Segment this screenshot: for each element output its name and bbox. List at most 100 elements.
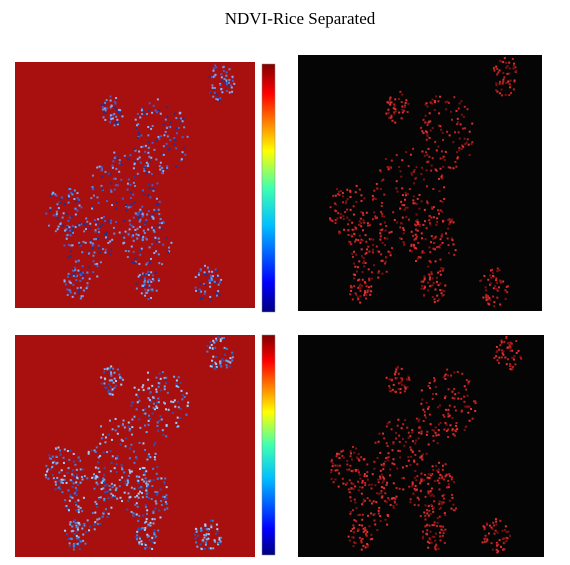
speckle (135, 457, 138, 460)
speckle (138, 541, 141, 544)
speckle (401, 105, 404, 108)
speckle (428, 112, 431, 115)
speckle (409, 435, 412, 438)
speckle (75, 509, 78, 512)
speckle (387, 459, 390, 462)
speckle (422, 419, 425, 422)
speckle (350, 243, 353, 246)
speckle (433, 377, 436, 380)
speckle (68, 280, 71, 283)
speckle (110, 390, 113, 393)
speckle (441, 241, 444, 244)
speckle (463, 400, 466, 403)
speckle (128, 457, 131, 460)
speckle (437, 547, 440, 550)
speckle (413, 169, 416, 172)
speckle (153, 408, 156, 411)
speckle (387, 514, 390, 517)
speckle (233, 82, 236, 85)
speckle (214, 361, 217, 364)
speckle (134, 496, 137, 499)
speckle (384, 260, 387, 263)
speckle (127, 250, 130, 253)
speckle (439, 243, 442, 246)
speckle (420, 480, 423, 483)
speckle (399, 377, 402, 380)
speckle (386, 481, 389, 484)
speckle (486, 538, 489, 541)
speckle (54, 488, 57, 491)
speckle (165, 435, 168, 438)
speckle (199, 282, 202, 285)
speckle (111, 393, 114, 396)
speckle (162, 243, 165, 246)
speckle (159, 377, 162, 380)
speckle (199, 268, 202, 271)
speckle (489, 282, 492, 285)
speckle (415, 247, 418, 250)
speckle (176, 400, 179, 403)
speckle (69, 282, 72, 285)
speckle (459, 123, 462, 126)
speckle (196, 545, 199, 548)
speckle (407, 436, 410, 439)
speckle (421, 537, 424, 540)
speckle (103, 371, 106, 374)
speckle (433, 380, 436, 383)
speckle (447, 479, 450, 482)
speckle (100, 425, 103, 428)
speckle (77, 505, 80, 508)
speckle (458, 146, 461, 149)
speckle (104, 101, 107, 104)
speckle (156, 429, 159, 432)
speckle (443, 159, 446, 162)
speckle (437, 145, 440, 148)
speckle (97, 467, 100, 470)
speckle (380, 205, 383, 208)
speckle (213, 91, 216, 94)
speckle (76, 260, 79, 263)
speckle (146, 291, 149, 294)
speckle (159, 516, 162, 519)
speckle (167, 246, 170, 249)
speckle (424, 518, 427, 521)
speckle (152, 104, 155, 107)
speckle (437, 124, 440, 127)
speckle (74, 207, 77, 210)
speckle (137, 528, 140, 531)
speckle (180, 159, 183, 162)
speckle (421, 150, 424, 153)
speckle (424, 114, 427, 117)
speckle (165, 502, 168, 505)
speckle (143, 280, 146, 283)
speckle (428, 524, 431, 527)
speckle (67, 489, 70, 492)
speckle (496, 359, 499, 362)
speckle (362, 527, 365, 530)
speckle (495, 279, 498, 282)
speckle (141, 205, 144, 208)
speckle (205, 541, 208, 544)
speckle (69, 234, 72, 237)
speckle (100, 488, 103, 491)
speckle (424, 416, 427, 419)
speckle (468, 405, 471, 408)
speckle (181, 136, 184, 139)
speckle (393, 105, 396, 108)
speckle (116, 156, 119, 159)
speckle (381, 481, 384, 484)
speckle (474, 409, 477, 412)
speckle (206, 528, 209, 531)
speckle (112, 381, 115, 384)
speckle (128, 427, 131, 430)
speckle (503, 57, 506, 60)
speckle (147, 270, 150, 273)
speckle (47, 477, 50, 480)
speckle (228, 78, 231, 81)
speckle (380, 496, 383, 499)
speckle (118, 108, 121, 111)
speckle (403, 384, 406, 387)
speckle (165, 376, 168, 379)
speckle (361, 524, 364, 527)
speckle (108, 172, 111, 175)
